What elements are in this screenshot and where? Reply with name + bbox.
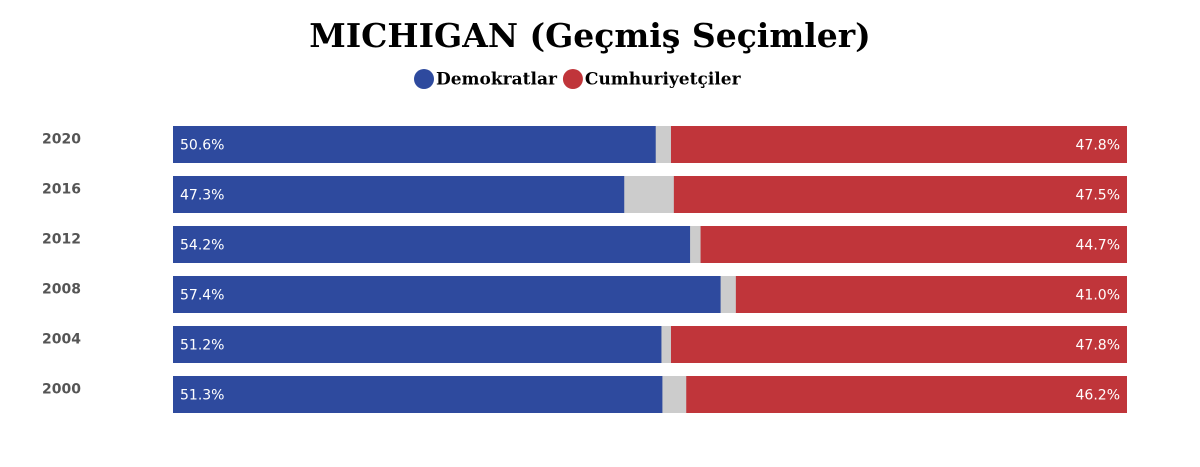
legend: Demokratlar Cumhuriyetçiler [414, 69, 742, 90]
bar [686, 376, 1127, 413]
legend-marker [562, 69, 583, 89]
value-label: 54.2% [180, 238, 224, 254]
legend-marker [414, 69, 434, 89]
bar [173, 176, 625, 213]
value-label: 51.2% [180, 338, 224, 354]
bar [673, 176, 1127, 213]
value-label: 41.0% [1076, 288, 1120, 304]
value-label: 46.2% [1076, 388, 1120, 404]
value-label: 47.5% [1076, 188, 1120, 204]
value-label: 44.7% [1076, 238, 1120, 254]
legend-label: Cumhuriyetçiler [585, 70, 742, 90]
bar [173, 226, 691, 263]
value-label: 47.3% [180, 188, 224, 204]
y-tick-label: 2016 [42, 182, 81, 198]
bar [700, 226, 1127, 263]
bar [670, 126, 1127, 163]
y-tick-label: 2000 [42, 382, 81, 398]
chart-title: MICHIGAN (Geçmiş Seçimler) [309, 16, 871, 55]
bar [173, 376, 663, 413]
y-tick-label: 2020 [42, 132, 81, 148]
bar [173, 126, 656, 163]
value-label: 57.4% [180, 288, 224, 304]
y-tick-label: 2012 [42, 232, 81, 248]
bar [173, 276, 721, 313]
y-tick-label: 2004 [42, 332, 81, 348]
value-label: 51.3% [180, 388, 224, 404]
value-label: 47.8% [1076, 338, 1120, 354]
bar [173, 326, 662, 363]
y-tick-label: 2008 [42, 282, 81, 298]
value-label: 47.8% [1076, 138, 1120, 154]
value-label: 50.6% [180, 138, 224, 154]
legend-label: Demokratlar [436, 70, 558, 90]
bar [735, 276, 1127, 313]
bar [670, 326, 1127, 363]
